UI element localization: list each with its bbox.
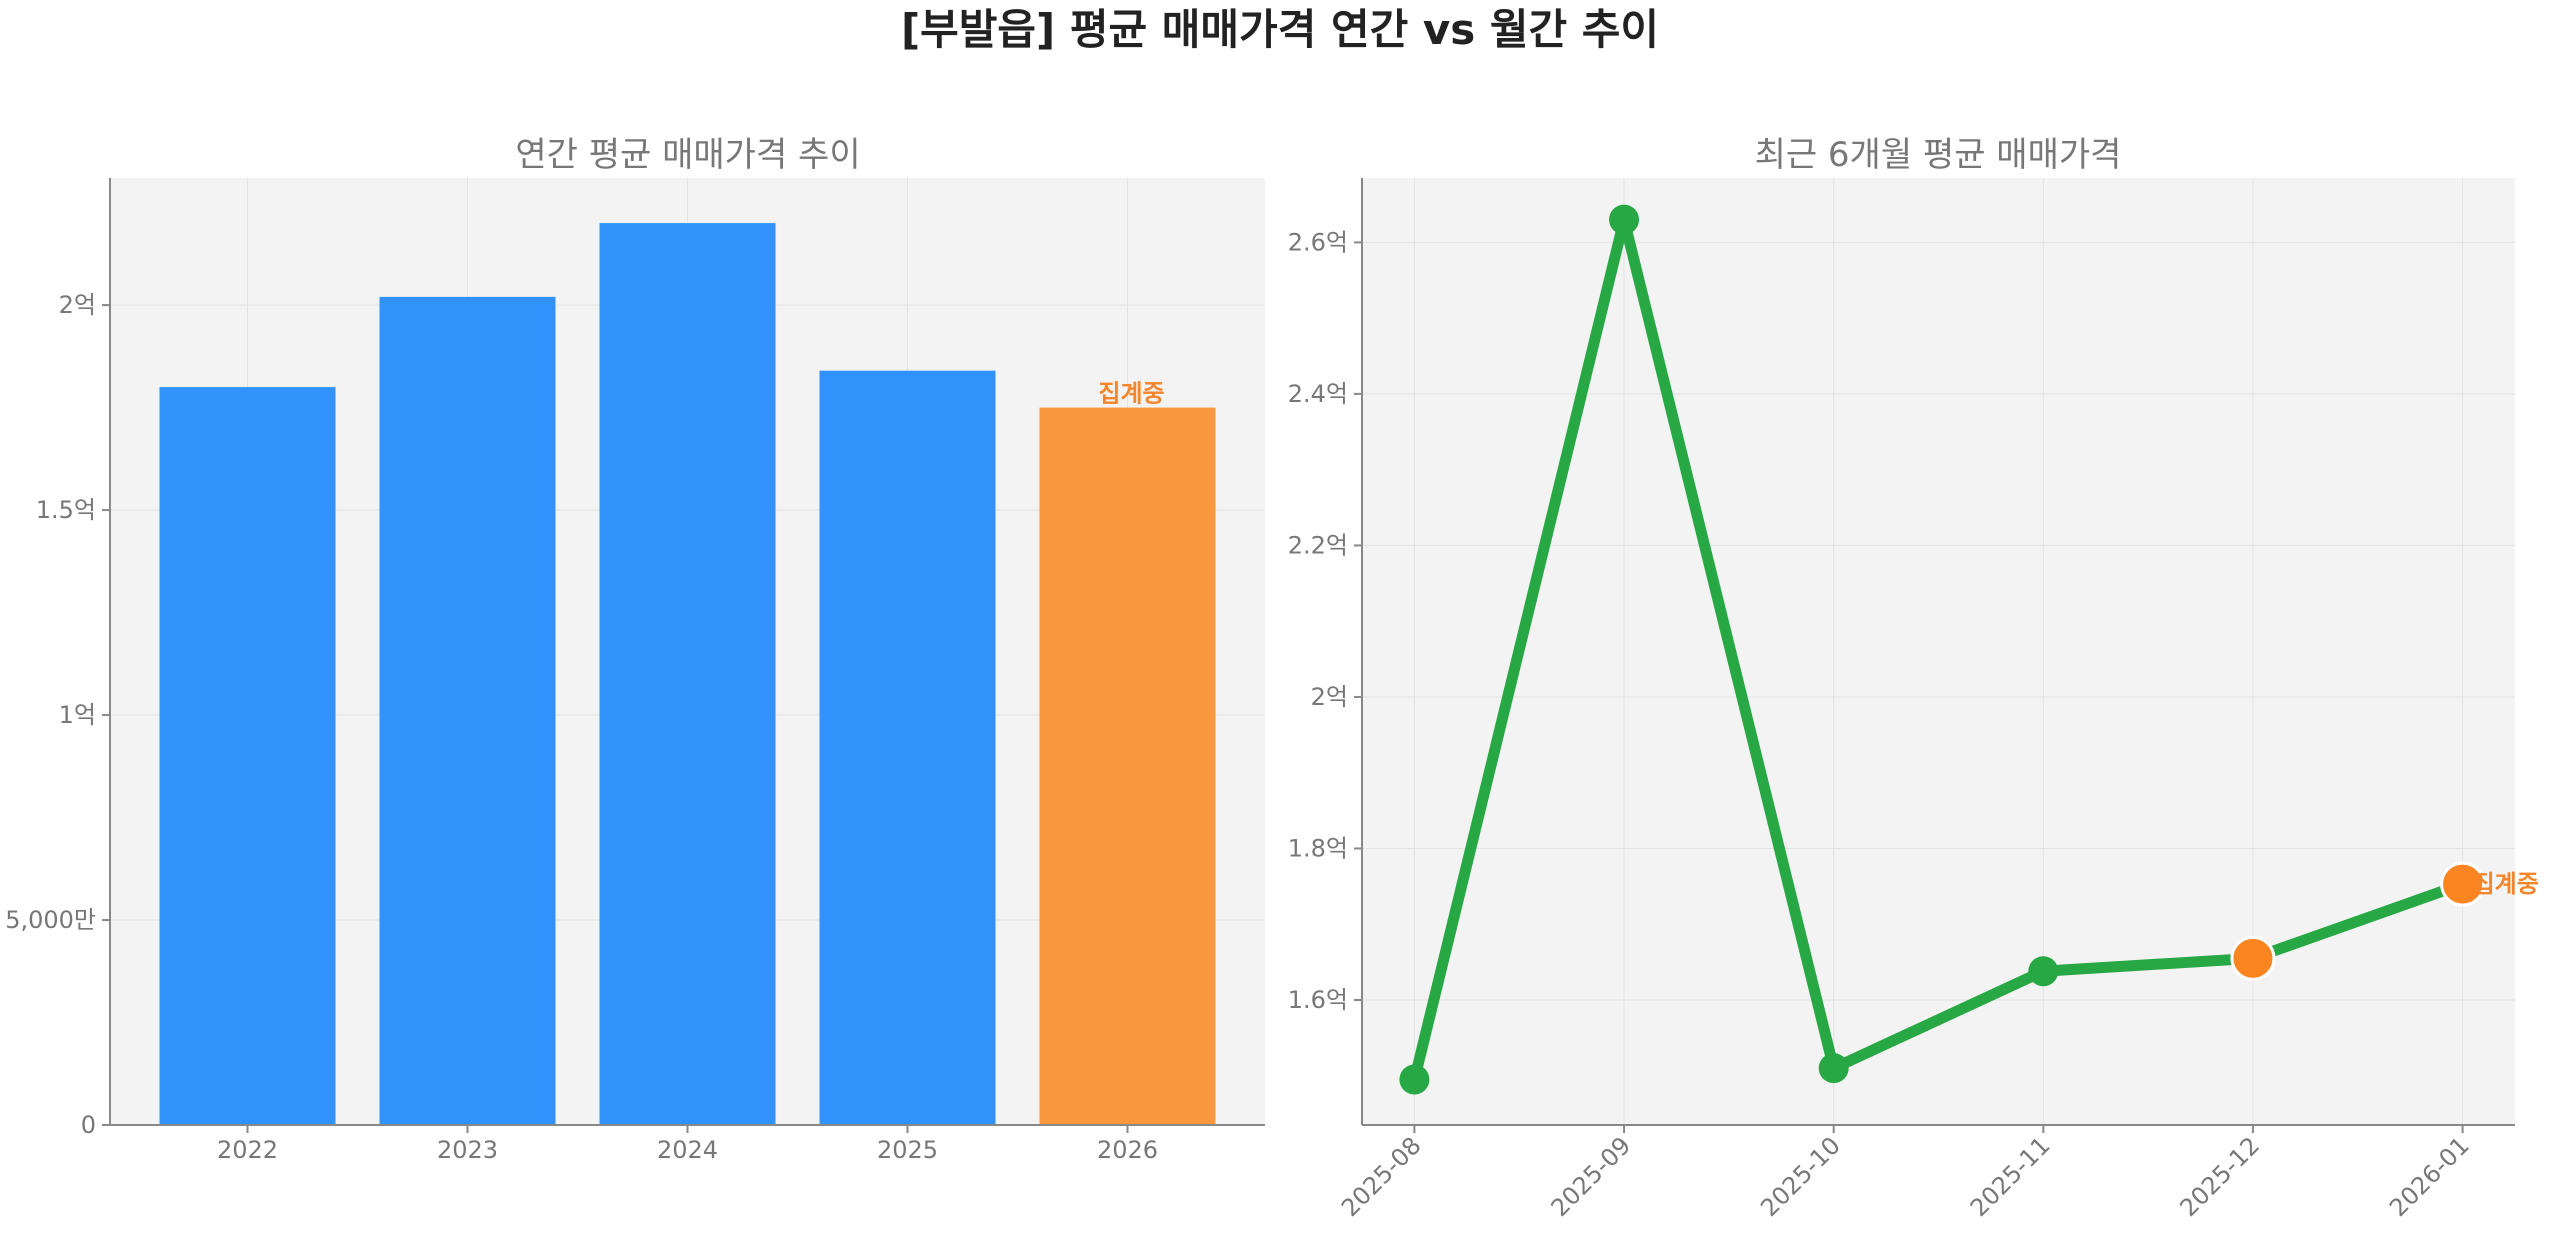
- figure-title: [부발읍] 평균 매매가격 연간 vs 월간 추이: [901, 5, 1659, 54]
- annual-x-tick-label: 2023: [437, 1136, 498, 1164]
- annual-y-tick-label: 0: [81, 1111, 96, 1139]
- annual-y-tick-label: 5,000만: [5, 906, 96, 934]
- monthly-point-pending-2025-12: [2230, 935, 2276, 981]
- monthly-point-2025-09: [1609, 204, 1640, 235]
- monthly-series-line: [1409, 218, 2465, 1081]
- annual-y-tick-label: 1억: [59, 701, 96, 729]
- annual-x-tick-label: 2026: [1097, 1136, 1158, 1164]
- annual-pending-annotation: 집계중: [1098, 380, 1164, 408]
- annual-x-tick-label: 2022: [217, 1136, 278, 1164]
- annual-bar-2025: [819, 370, 996, 1125]
- monthly-point-2025-11: [2028, 956, 2059, 987]
- annual-y-tick-label: 2억: [59, 291, 96, 319]
- monthly-x-tick-label: 2025-11: [1965, 1131, 2056, 1222]
- monthly-point-pending-2026-01: [2440, 861, 2486, 907]
- plot-area-monthly: [1362, 178, 2515, 1125]
- monthly-chart-title: 최근 6개월 평균 매매가격: [1755, 135, 2122, 175]
- annual-bar-2026: [1039, 407, 1216, 1125]
- annual-chart-title: 연간 평균 매매가격 추이: [515, 135, 860, 175]
- monthly-y-tick-label: 1.8억: [1288, 834, 1348, 862]
- annual-bar-2023: [379, 296, 556, 1125]
- monthly-x-tick-label: 2025-10: [1755, 1131, 1846, 1222]
- monthly-x-tick-label: 2025-12: [2174, 1131, 2265, 1222]
- annual-x-tick-label: 2024: [657, 1136, 718, 1164]
- monthly-x-tick-label: 2025-08: [1336, 1131, 1427, 1222]
- annual-bar-2022: [159, 387, 336, 1126]
- annual-bar-2024: [599, 223, 776, 1126]
- monthly-x-tick-label: 2026-01: [2384, 1131, 2475, 1222]
- monthly-y-tick-label: 2.6억: [1288, 228, 1348, 256]
- annual-y-tick-label: 1.5억: [36, 496, 96, 524]
- monthly-x-tick-label: 2025-09: [1546, 1131, 1637, 1222]
- monthly-line-chart: 최근 6개월 평균 매매가격 집계중 1.6억 1.8억 2억 2.2억 2.4억 2.6…: [1288, 135, 2539, 1222]
- monthly-point-2025-08: [1399, 1064, 1430, 1095]
- monthly-y-tick-label: 2.4억: [1288, 380, 1348, 408]
- annual-bar-chart: 연간 평균 매매가격 추이 집계중 0 5,000만 1억 1.5억 2억 2022 20…: [5, 135, 1265, 1164]
- monthly-point-2025-10: [1818, 1053, 1849, 1084]
- monthly-pending-annotation: 집계중: [2473, 870, 2539, 898]
- monthly-y-tick-label: 2억: [1311, 683, 1348, 711]
- monthly-y-tick-label: 1.6억: [1288, 986, 1348, 1014]
- annual-x-tick-label: 2025: [877, 1136, 938, 1164]
- monthly-y-tick-label: 2.2억: [1288, 531, 1348, 559]
